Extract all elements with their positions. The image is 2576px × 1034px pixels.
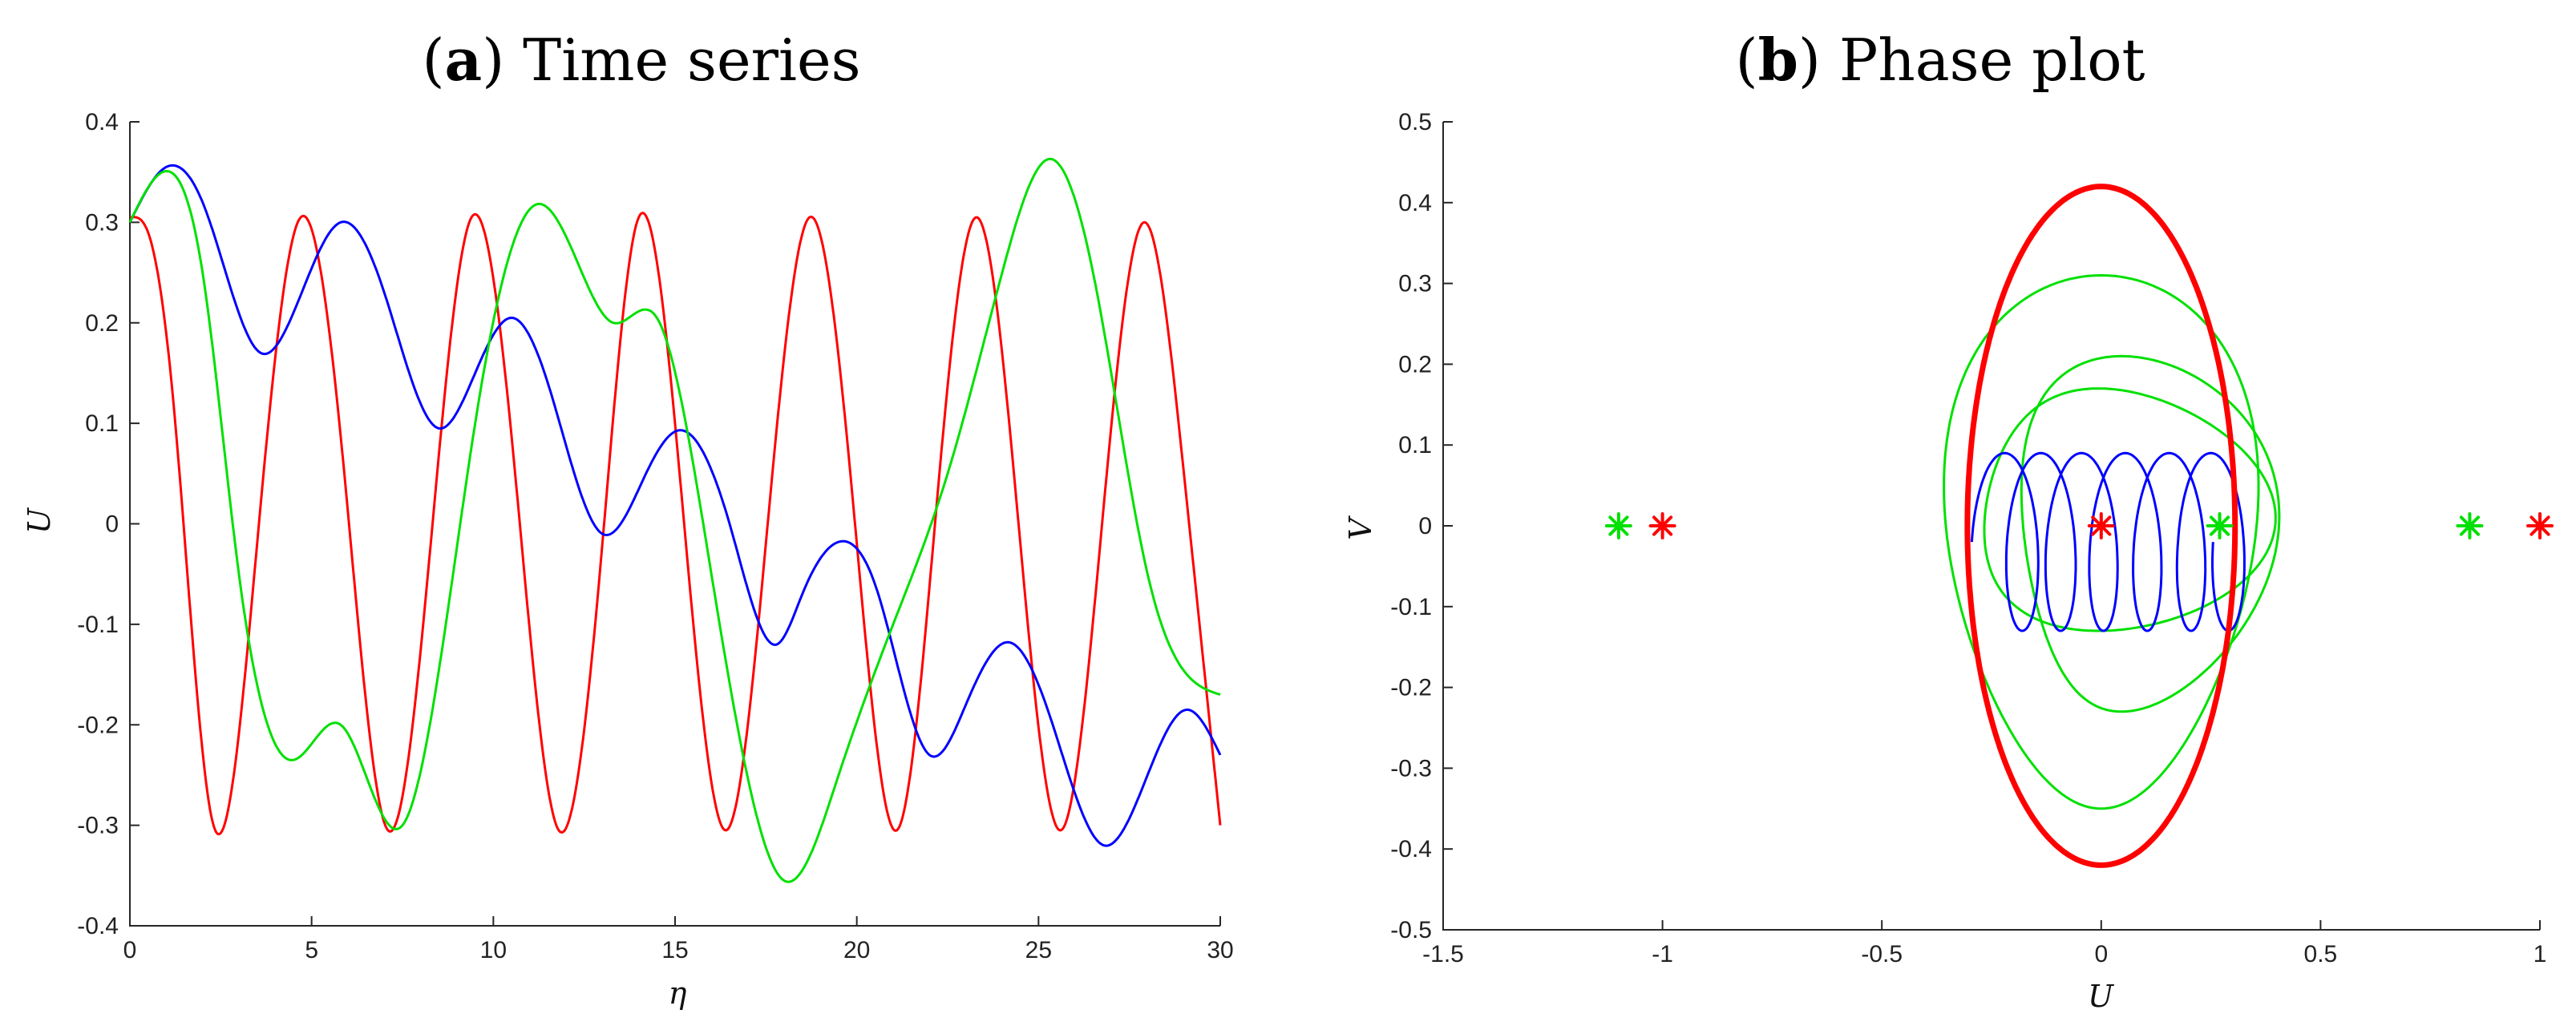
phase-plot-marks: -1.5 -1 -0.5 0 0.5 1 -0.5 -0.4 -0.3 -0.2 -0.1 0 0.1 0…: [1390, 109, 2554, 967]
time-series-y-tick-label: -0.3: [77, 813, 119, 839]
green-orbit-line: [2020, 354, 2281, 713]
phase-plot-y-tick-label: 0.4: [1398, 190, 1432, 216]
phase-plot-y-tick-label: -0.1: [1390, 594, 1432, 620]
time-series-y-tick-label: 0.4: [85, 109, 119, 135]
equilibrium-marker: [2206, 512, 2234, 539]
phase-plot-title-text: Phase plot: [1839, 26, 2145, 94]
time-series-title-text: Time series: [523, 26, 860, 94]
equilibrium-marker: [1604, 512, 1632, 539]
time-series-axes: [129, 122, 1220, 927]
red-series-line: [129, 212, 1222, 836]
equilibrium-marker: [2087, 512, 2115, 539]
phase-plot-y-tick-label: -0.2: [1390, 675, 1432, 701]
time-series-y-tick-label: 0.3: [85, 209, 119, 236]
phase-plot-y-tick-label: -0.5: [1390, 917, 1432, 943]
time-series-x-tick-label: 0: [123, 937, 137, 963]
time-series-x-tick-label: 30: [1207, 937, 1233, 963]
phase-plot-x-tick-label: 0.5: [2304, 941, 2338, 967]
phase-plot-y-tick-label: 0.5: [1398, 109, 1432, 135]
phase-plot-y-label: V: [1343, 515, 1378, 540]
phase-plot-y-tick-label: 0: [1418, 513, 1432, 539]
phase-plot-x-tick-label: 1: [2534, 941, 2547, 967]
time-series-y-tick-label: 0.2: [85, 310, 119, 337]
equilibrium-marker: [2526, 512, 2554, 539]
time-series-y-tick-label: -0.1: [77, 612, 119, 638]
time-series-marks: 0 5 10 15 20 25 30 -0.4 -0.3 -0.2 -0.1 0 0.1 0.2 0.3 0.…: [77, 109, 1233, 963]
time-series-y-tick-label: -0.2: [77, 712, 119, 738]
time-series-x-label: η: [669, 975, 687, 1011]
phase-plot-y-tick-label: 0.2: [1398, 351, 1432, 378]
time-series-x-tick-label: 10: [480, 937, 507, 963]
phase-plot-y-tick-label: -0.4: [1390, 836, 1432, 862]
time-series-panel: (a) Time series 0 5 10 15 20 25 30 -0.4 -0.3 -0.2…: [22, 26, 1234, 1011]
blue-series-line: [128, 164, 1222, 847]
phase-plot-y-tick-label: -0.3: [1390, 755, 1432, 782]
phase-plot-panel: (b) Phase plot -1.5 -1 -0.5 0 0.5 1 -0.5 -0.4 -0…: [1343, 26, 2554, 1014]
phase-plot-x-tick-label: -1: [1652, 941, 1673, 967]
phase-plot-title: (b) Phase plot: [1735, 26, 2145, 94]
time-series-panel-tag: a: [445, 26, 483, 94]
equilibrium-marker: [1648, 512, 1676, 539]
time-series-y-label: U: [22, 507, 57, 534]
time-series-y-tick-label: 0.1: [85, 410, 119, 437]
equilibrium-marker: [2456, 512, 2484, 539]
phase-plot-y-tick-label: 0.3: [1398, 271, 1432, 297]
time-series-y-tick-label: 0: [105, 511, 119, 538]
phase-plot-x-tick-label: -1.5: [1422, 941, 1464, 967]
green-orbit-line: [1943, 273, 2260, 810]
green-orbit-line: [1983, 387, 2277, 632]
time-series-title: (a) Time series: [422, 26, 860, 94]
phase-plot-y-tick-label: 0.1: [1398, 432, 1432, 458]
phase-plot-x-tick-label: 0: [2094, 941, 2108, 967]
time-series-x-tick-label: 5: [305, 937, 318, 963]
time-series-x-tick-label: 25: [1025, 937, 1052, 963]
green-series-line: [128, 157, 1221, 883]
blue-orbit-line: [1970, 451, 2246, 632]
phase-plot-x-label: U: [2088, 979, 2115, 1014]
time-series-x-tick-label: 15: [661, 937, 688, 963]
red-orbit-line: [1964, 184, 2238, 868]
time-series-y-tick-label: -0.4: [77, 913, 119, 939]
time-series-x-tick-label: 20: [843, 937, 870, 963]
phase-plot-panel-tag: b: [1758, 26, 1798, 94]
phase-plot-x-tick-label: -0.5: [1861, 941, 1903, 967]
